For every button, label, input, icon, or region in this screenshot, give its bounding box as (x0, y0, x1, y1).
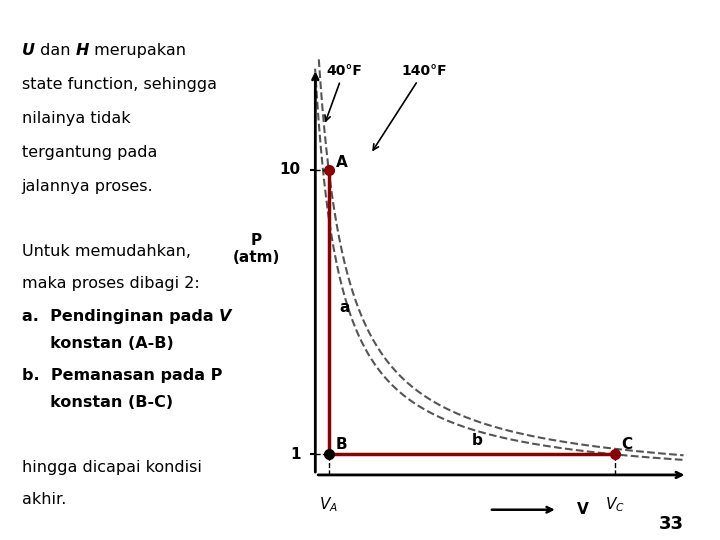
Text: maka proses dibagi 2:: maka proses dibagi 2: (22, 276, 199, 292)
Text: jalannya proses.: jalannya proses. (22, 179, 153, 194)
Text: state function, sehingga: state function, sehingga (22, 77, 217, 92)
Text: V: V (577, 502, 588, 517)
Text: tergantung pada: tergantung pada (22, 145, 157, 160)
Text: B: B (336, 437, 347, 451)
Text: A: A (336, 154, 347, 170)
Text: b.  Pemanasan pada P: b. Pemanasan pada P (22, 368, 222, 383)
Text: $V_C$: $V_C$ (605, 496, 625, 514)
Text: konstan (B-C): konstan (B-C) (22, 395, 173, 410)
Text: merupakan: merupakan (89, 43, 186, 58)
Text: 1: 1 (290, 447, 301, 462)
Text: a.  Pendinginan pada: a. Pendinginan pada (22, 309, 219, 324)
Text: $V_A$: $V_A$ (319, 496, 338, 514)
Text: Untuk memudahkan,: Untuk memudahkan, (22, 244, 191, 259)
Text: konstan (A-B): konstan (A-B) (22, 336, 174, 351)
Text: 10: 10 (279, 162, 301, 177)
Text: U: U (22, 43, 35, 58)
Text: P
(atm): P (atm) (233, 233, 280, 265)
Text: V: V (219, 309, 231, 324)
Text: C: C (622, 437, 633, 451)
Text: dan: dan (35, 43, 75, 58)
Text: 40°F: 40°F (325, 64, 362, 121)
Text: akhir.: akhir. (22, 492, 66, 508)
Text: hingga dicapai kondisi: hingga dicapai kondisi (22, 460, 202, 475)
Text: a: a (339, 300, 350, 315)
Text: nilainya tidak: nilainya tidak (22, 111, 130, 126)
Text: H: H (75, 43, 89, 58)
Text: b: b (472, 433, 482, 448)
Text: 140°F: 140°F (373, 64, 447, 150)
Text: 33: 33 (659, 515, 684, 533)
